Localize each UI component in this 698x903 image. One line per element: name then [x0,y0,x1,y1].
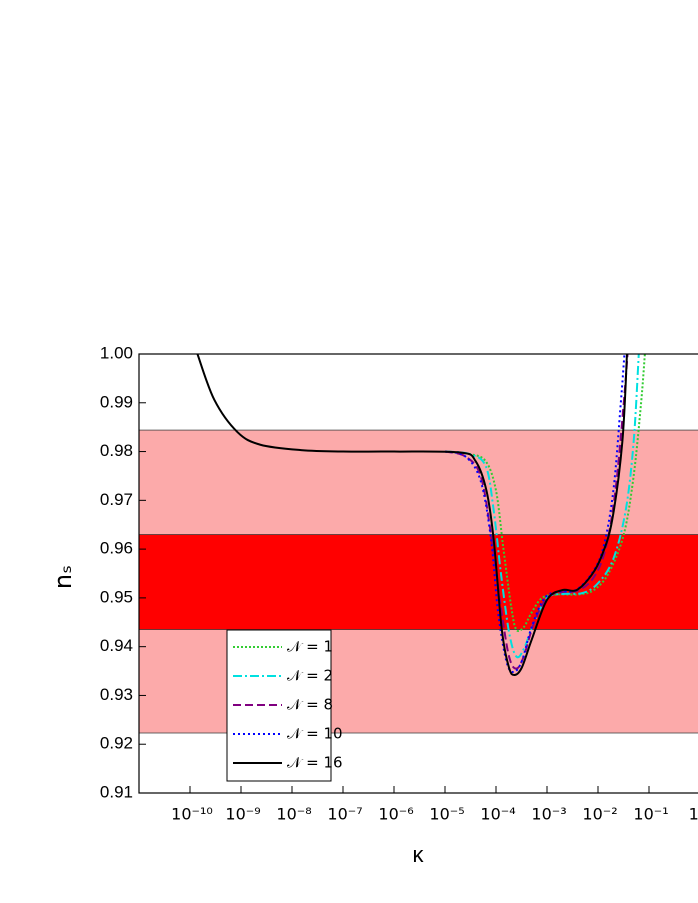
y-tick-label: 0.92 [100,734,133,753]
y-tick-label: 0.96 [100,539,133,558]
band [139,534,698,630]
x-tick-label: 10⁻⁹ [225,805,260,824]
y-tick-label: 0.93 [100,685,133,704]
y-tick-label: 0.91 [100,782,133,801]
legend-label: 𝒩 = 8 [287,696,333,714]
x-tick-label: 10⁻⁴ [480,805,515,824]
series-line [196,354,628,676]
y-tick-label: 0.99 [100,392,133,411]
x-tick-label: 10⁻¹ [633,805,668,824]
x-tick-label: 10⁻³ [531,805,566,824]
y-tick-label: 0.97 [100,490,133,509]
y-tick-label: 0.95 [100,587,133,606]
x-tick-label: 10⁰ [689,805,698,824]
y-axis-label: nₛ [49,565,77,589]
x-tick-label: 10⁻⁸ [276,805,311,824]
y-tick-label: 0.94 [100,636,133,655]
legend-label: 𝒩 = 10 [287,725,343,743]
legend-label: 𝒩 = 1 [287,638,333,656]
y-tick-label: 0.98 [100,441,133,460]
legend-label: 𝒩 = 2 [287,667,333,685]
lines [196,354,646,676]
x-tick-label: 10⁻⁵ [429,805,464,824]
x-tick-label: 10⁻² [582,805,617,824]
legend-label: 𝒩 = 16 [287,754,343,772]
axes: 0.91 0.92 0.93 0.94 0.95 0.96 0.97 0.98 0.99 1.00… [100,343,698,823]
plot-frame [138,353,698,794]
y-tick-label: 1.00 [100,343,133,362]
x-tick-label: 10⁻¹⁰ [171,805,213,824]
x-axis-label: κ [413,842,425,867]
legend-box [226,629,332,782]
series-line [444,354,626,674]
x-tick-label: 10⁻⁷ [327,805,362,824]
legend: 𝒩 = 1 𝒩 = 2 𝒩 = 8 𝒩 = 10 𝒩 = 16 [226,629,343,782]
x-tick-label: 10⁻⁶ [378,805,413,824]
